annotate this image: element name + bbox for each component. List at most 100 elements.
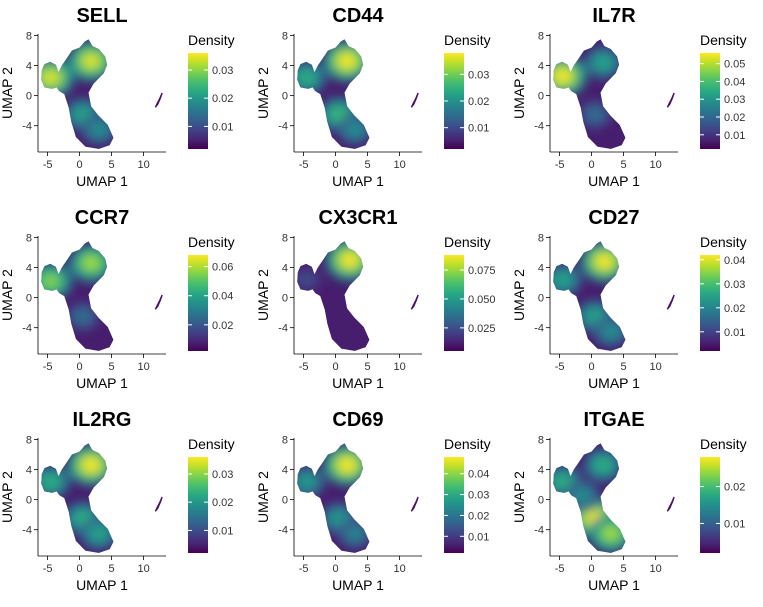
y-axis-label: UMAP 2 — [0, 67, 15, 119]
cell-island — [666, 496, 675, 512]
density-hotspot-core — [300, 72, 314, 84]
density-chart-sell: SELL -5 0 5 10 8 4 0 -4 UMAP 1 UMAP 2 Density 0.03 0.… — [0, 5, 235, 189]
x-tick-label: -5 — [43, 563, 53, 575]
y-tick-label: 8 — [538, 435, 544, 447]
x-tick-label: 5 — [365, 563, 371, 575]
density-hotspot-core — [92, 528, 106, 539]
legend-tick-label: 0.075 — [468, 265, 496, 277]
y-tick-label: 0 — [538, 495, 544, 507]
x-tick-label: 10 — [649, 159, 661, 171]
legend-title: Density — [188, 32, 235, 48]
density-hotspot-core — [341, 253, 358, 267]
legend-tick-label: 0.05 — [724, 59, 745, 71]
cell-island — [410, 496, 419, 512]
density-panel-ccr7: CCR7 -5 0 5 10 8 4 0 -4 UMAP 1 UMAP 2 Density 0.06 0.… — [0, 202, 254, 404]
legend-tick-label: 0.04 — [724, 76, 745, 88]
density-panel-il2rg: IL2RG -5 0 5 10 8 4 0 -4 UMAP 1 UMAP 2 Density 0.03 0… — [0, 404, 254, 606]
x-tick-label: 0 — [77, 159, 83, 171]
legend-title: Density — [444, 32, 491, 48]
density-panel-cd44: CD44 -5 0 5 10 8 4 0 -4 UMAP 1 UMAP 2 Density 0.03 0.… — [255, 0, 510, 202]
legend-title: Density — [700, 32, 747, 48]
y-tick-label: 4 — [26, 465, 32, 477]
x-tick-label: -5 — [299, 361, 309, 373]
x-axis-label: UMAP 1 — [332, 375, 384, 391]
legend-colorbar — [444, 255, 464, 351]
y-axis-label: UMAP 2 — [511, 67, 527, 119]
density-hotspot-core — [300, 476, 314, 487]
y-tick-label: -4 — [278, 121, 288, 133]
density-hotspot-core — [44, 476, 58, 488]
density-chart-il2rg: IL2RG -5 0 5 10 8 4 0 -4 UMAP 1 UMAP 2 Density 0.03 0… — [0, 409, 235, 593]
x-tick-label: -5 — [299, 159, 309, 171]
x-tick-label: 10 — [393, 159, 405, 171]
y-tick-label: 8 — [538, 31, 544, 43]
legend-tick-label: 0.01 — [212, 121, 233, 133]
x-tick-label: 5 — [109, 361, 115, 373]
legend-colorbar — [188, 255, 208, 351]
density-hotspot-core — [77, 311, 89, 322]
legend-tick-label: 0.04 — [212, 291, 233, 303]
x-tick-label: 0 — [333, 563, 339, 575]
legend-tick-label: 0.025 — [468, 323, 496, 335]
cell-island — [666, 294, 675, 310]
cell-island — [154, 294, 163, 310]
y-tick-label: -4 — [278, 525, 288, 537]
x-tick-label: 10 — [137, 361, 149, 373]
density-hotspot-core — [596, 57, 610, 68]
legend-tick-label: 0.02 — [724, 303, 745, 315]
density-chart-cx3cr1: CX3CR1 -5 0 5 10 8 4 0 -4 UMAP 1 UMAP 2 Density 0.07… — [255, 207, 496, 391]
y-axis-label: UMAP 2 — [255, 471, 271, 523]
y-tick-label: 0 — [26, 91, 32, 103]
x-tick-label: 5 — [621, 361, 627, 373]
x-tick-label: -5 — [555, 159, 565, 171]
legend-tick-label: 0.02 — [724, 112, 745, 124]
density-panel-il7r: IL7R -5 0 5 10 8 4 0 -4 UMAP 1 UMAP 2 Density 0.05 0.… — [511, 0, 763, 202]
legend-tick-label: 0.04 — [724, 255, 745, 267]
density-hotspot-core — [83, 54, 99, 68]
density-chart-cd27: CD27 -5 0 5 10 8 4 0 -4 UMAP 1 UMAP 2 Density 0.04 0.… — [511, 207, 747, 391]
x-tick-label: 5 — [365, 159, 371, 171]
x-axis-label: UMAP 1 — [588, 173, 640, 189]
legend-tick-label: 0.06 — [212, 262, 233, 274]
x-tick-label: -5 — [299, 563, 309, 575]
x-tick-label: 5 — [621, 159, 627, 171]
cell-island — [154, 92, 163, 108]
x-axis-label: UMAP 1 — [588, 577, 640, 593]
y-tick-label: 8 — [282, 233, 288, 245]
legend-tick-label: 0.03 — [724, 94, 745, 106]
x-axis-label: UMAP 1 — [76, 375, 128, 391]
x-tick-label: 0 — [589, 563, 595, 575]
density-hotspot-core — [556, 476, 570, 488]
legend-tick-label: 0.02 — [468, 96, 489, 108]
y-tick-label: 4 — [282, 263, 288, 275]
x-tick-label: -5 — [43, 361, 53, 373]
legend-colorbar — [444, 457, 464, 553]
density-hotspot-core — [575, 490, 589, 501]
y-tick-label: 4 — [282, 61, 288, 73]
density-hotspot-core — [332, 108, 346, 121]
y-axis-label: UMAP 2 — [0, 269, 15, 321]
density-hotspot-core — [603, 527, 619, 540]
y-tick-label: 8 — [26, 435, 32, 447]
x-tick-label: 10 — [393, 563, 405, 575]
chart-title: SELL — [76, 5, 127, 27]
legend-tick-label: 0.01 — [724, 327, 745, 339]
x-axis-label: UMAP 1 — [332, 173, 384, 189]
legend-tick-label: 0.01 — [724, 130, 745, 142]
legend-tick-label: 0.050 — [468, 294, 496, 306]
y-tick-label: 0 — [282, 91, 288, 103]
x-tick-label: 5 — [109, 159, 115, 171]
y-tick-label: -4 — [22, 121, 32, 133]
legend-tick-label: 0.02 — [468, 510, 489, 522]
density-hotspot-core — [42, 71, 59, 85]
density-chart-cd44: CD44 -5 0 5 10 8 4 0 -4 UMAP 1 UMAP 2 Density 0.03 0.… — [255, 5, 491, 189]
y-tick-label: 0 — [282, 495, 288, 507]
cell-island — [666, 92, 675, 108]
density-hotspot-core — [332, 513, 346, 524]
legend-colorbar — [700, 255, 720, 351]
density-chart-il7r: IL7R -5 0 5 10 8 4 0 -4 UMAP 1 UMAP 2 Density 0.05 0.… — [511, 5, 747, 189]
legend-title: Density — [444, 234, 491, 250]
y-tick-label: -4 — [22, 323, 32, 335]
legend-tick-label: 0.04 — [468, 469, 489, 481]
y-tick-label: 8 — [538, 233, 544, 245]
